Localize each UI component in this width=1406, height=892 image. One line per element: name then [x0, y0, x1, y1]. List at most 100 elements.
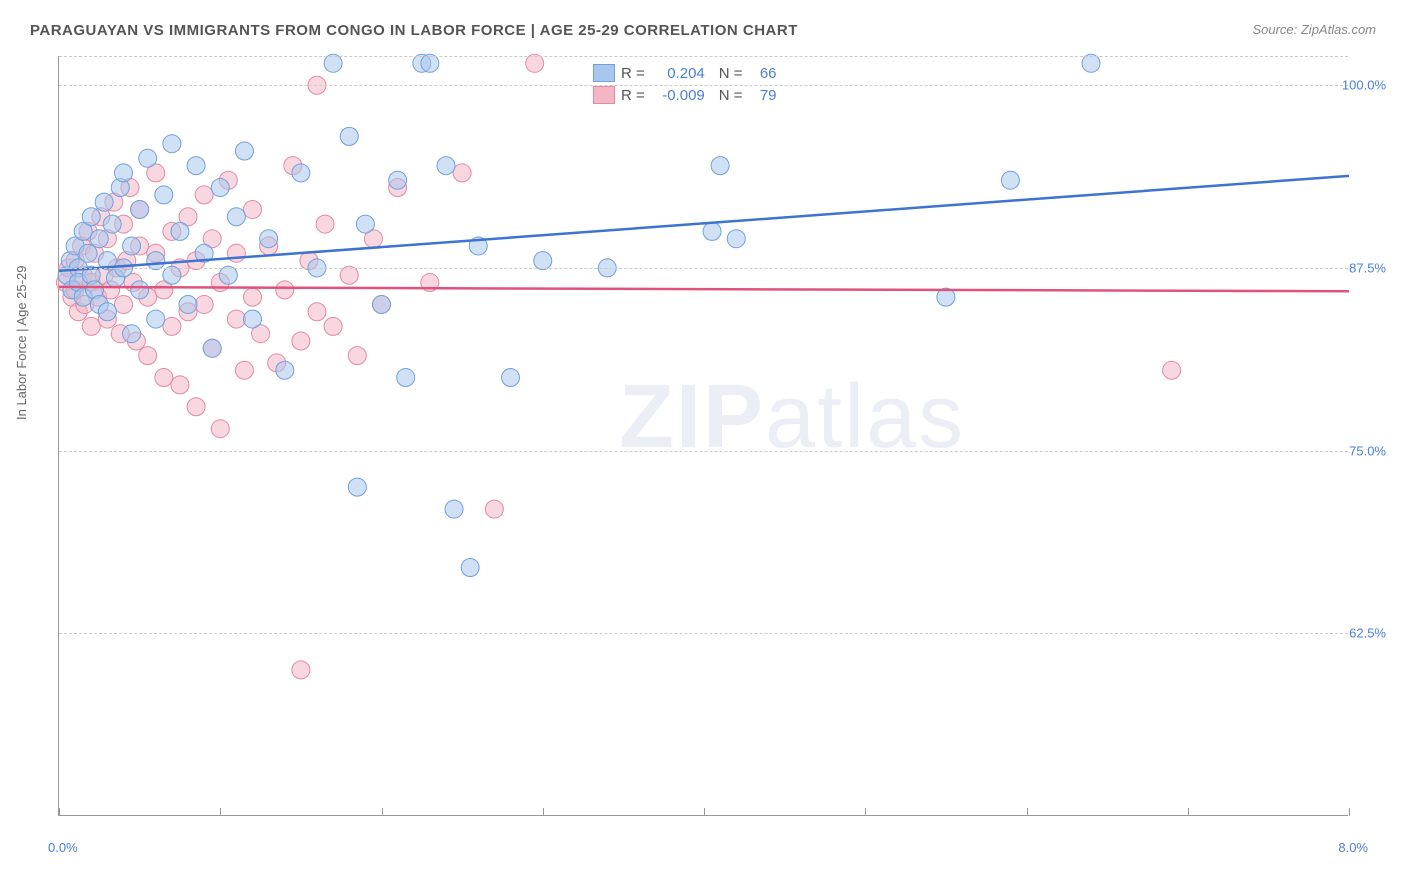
- scatter-point: [502, 369, 520, 387]
- scatter-point: [187, 157, 205, 175]
- scatter-point: [348, 478, 366, 496]
- scatter-point: [1001, 171, 1019, 189]
- r-value: 0.204: [651, 65, 705, 82]
- x-tick: [1349, 808, 1350, 816]
- scatter-point: [195, 186, 213, 204]
- x-tick: [543, 808, 544, 816]
- x-tick: [382, 808, 383, 816]
- x-tick-label-left: 0.0%: [48, 840, 78, 855]
- gridline: [59, 56, 1348, 57]
- scatter-point: [1082, 54, 1100, 72]
- scatter-point: [461, 559, 479, 577]
- scatter-point: [147, 252, 165, 270]
- stats-box: R = 0.204 N = 66 R = -0.009 N = 79: [587, 60, 783, 108]
- source-credit: Source: ZipAtlas.com: [1252, 22, 1376, 37]
- scatter-point: [95, 193, 113, 211]
- scatter-point: [227, 244, 245, 262]
- scatter-point: [389, 171, 407, 189]
- scatter-point: [324, 317, 342, 335]
- scatter-point: [163, 266, 181, 284]
- scatter-point: [485, 500, 503, 518]
- scatter-point: [123, 325, 141, 343]
- scatter-point: [276, 361, 294, 379]
- scatter-point: [235, 142, 253, 160]
- scatter-point: [163, 317, 181, 335]
- r-value: -0.009: [651, 87, 705, 104]
- scatter-point: [179, 295, 197, 313]
- n-value: 66: [749, 65, 777, 82]
- x-tick-label-right: 8.0%: [1338, 840, 1368, 855]
- scatter-point: [171, 376, 189, 394]
- scatter-point: [534, 252, 552, 270]
- scatter-point: [244, 310, 262, 328]
- scatter-point: [235, 361, 253, 379]
- scatter-point: [211, 179, 229, 197]
- scatter-point: [163, 135, 181, 153]
- scatter-point: [155, 369, 173, 387]
- scatter-point: [526, 54, 544, 72]
- scatter-point: [115, 295, 133, 313]
- scatter-point: [711, 157, 729, 175]
- scatter-point: [227, 208, 245, 226]
- scatter-point: [227, 310, 245, 328]
- n-label: N =: [719, 65, 743, 82]
- scatter-point: [244, 200, 262, 218]
- scatter-point: [187, 398, 205, 416]
- scatter-point: [219, 266, 237, 284]
- y-tick-label: 100.0%: [1342, 78, 1386, 93]
- plot-area: ZIPatlas R = 0.204 N = 66 R = -0.009 N =…: [58, 56, 1348, 816]
- legend-swatch: [593, 64, 615, 82]
- y-tick-label: 87.5%: [1349, 260, 1386, 275]
- n-value: 79: [749, 87, 777, 104]
- scatter-point: [373, 295, 391, 313]
- scatter-point: [90, 230, 108, 248]
- scatter-point: [437, 157, 455, 175]
- scatter-point: [139, 149, 157, 167]
- x-tick: [704, 808, 705, 816]
- scatter-point: [276, 281, 294, 299]
- scatter-point: [244, 288, 262, 306]
- gridline: [59, 451, 1348, 452]
- scatter-point: [131, 281, 149, 299]
- scatter-point: [155, 186, 173, 204]
- scatter-point: [98, 303, 116, 321]
- gridline: [59, 633, 1348, 634]
- scatter-point: [147, 310, 165, 328]
- scatter-point: [139, 347, 157, 365]
- legend-swatch: [593, 86, 615, 104]
- scatter-point: [421, 54, 439, 72]
- stats-row: R = -0.009 N = 79: [593, 84, 777, 106]
- scatter-point: [316, 215, 334, 233]
- scatter-point: [340, 266, 358, 284]
- x-tick: [865, 808, 866, 816]
- scatter-point: [203, 339, 221, 357]
- scatter-point: [82, 208, 100, 226]
- x-tick: [1188, 808, 1189, 816]
- scatter-point: [195, 295, 213, 313]
- scatter-point: [397, 369, 415, 387]
- scatter-point: [123, 237, 141, 255]
- scatter-point: [292, 332, 310, 350]
- n-label: N =: [719, 87, 743, 104]
- scatter-point: [131, 200, 149, 218]
- chart-title: PARAGUAYAN VS IMMIGRANTS FROM CONGO IN L…: [30, 22, 798, 39]
- scatter-point: [324, 54, 342, 72]
- regression-line: [59, 176, 1349, 271]
- r-label: R =: [621, 87, 645, 104]
- scatter-point: [348, 347, 366, 365]
- scatter-point: [82, 317, 100, 335]
- gridline: [59, 85, 1348, 86]
- scatter-point: [308, 303, 326, 321]
- r-label: R =: [621, 65, 645, 82]
- scatter-point: [1163, 361, 1181, 379]
- chart-svg: [59, 56, 1348, 815]
- x-tick: [220, 808, 221, 816]
- scatter-point: [445, 500, 463, 518]
- scatter-point: [292, 164, 310, 182]
- scatter-point: [292, 661, 310, 679]
- y-tick-label: 62.5%: [1349, 626, 1386, 641]
- scatter-point: [260, 230, 278, 248]
- x-tick: [1027, 808, 1028, 816]
- scatter-point: [340, 127, 358, 145]
- gridline: [59, 268, 1348, 269]
